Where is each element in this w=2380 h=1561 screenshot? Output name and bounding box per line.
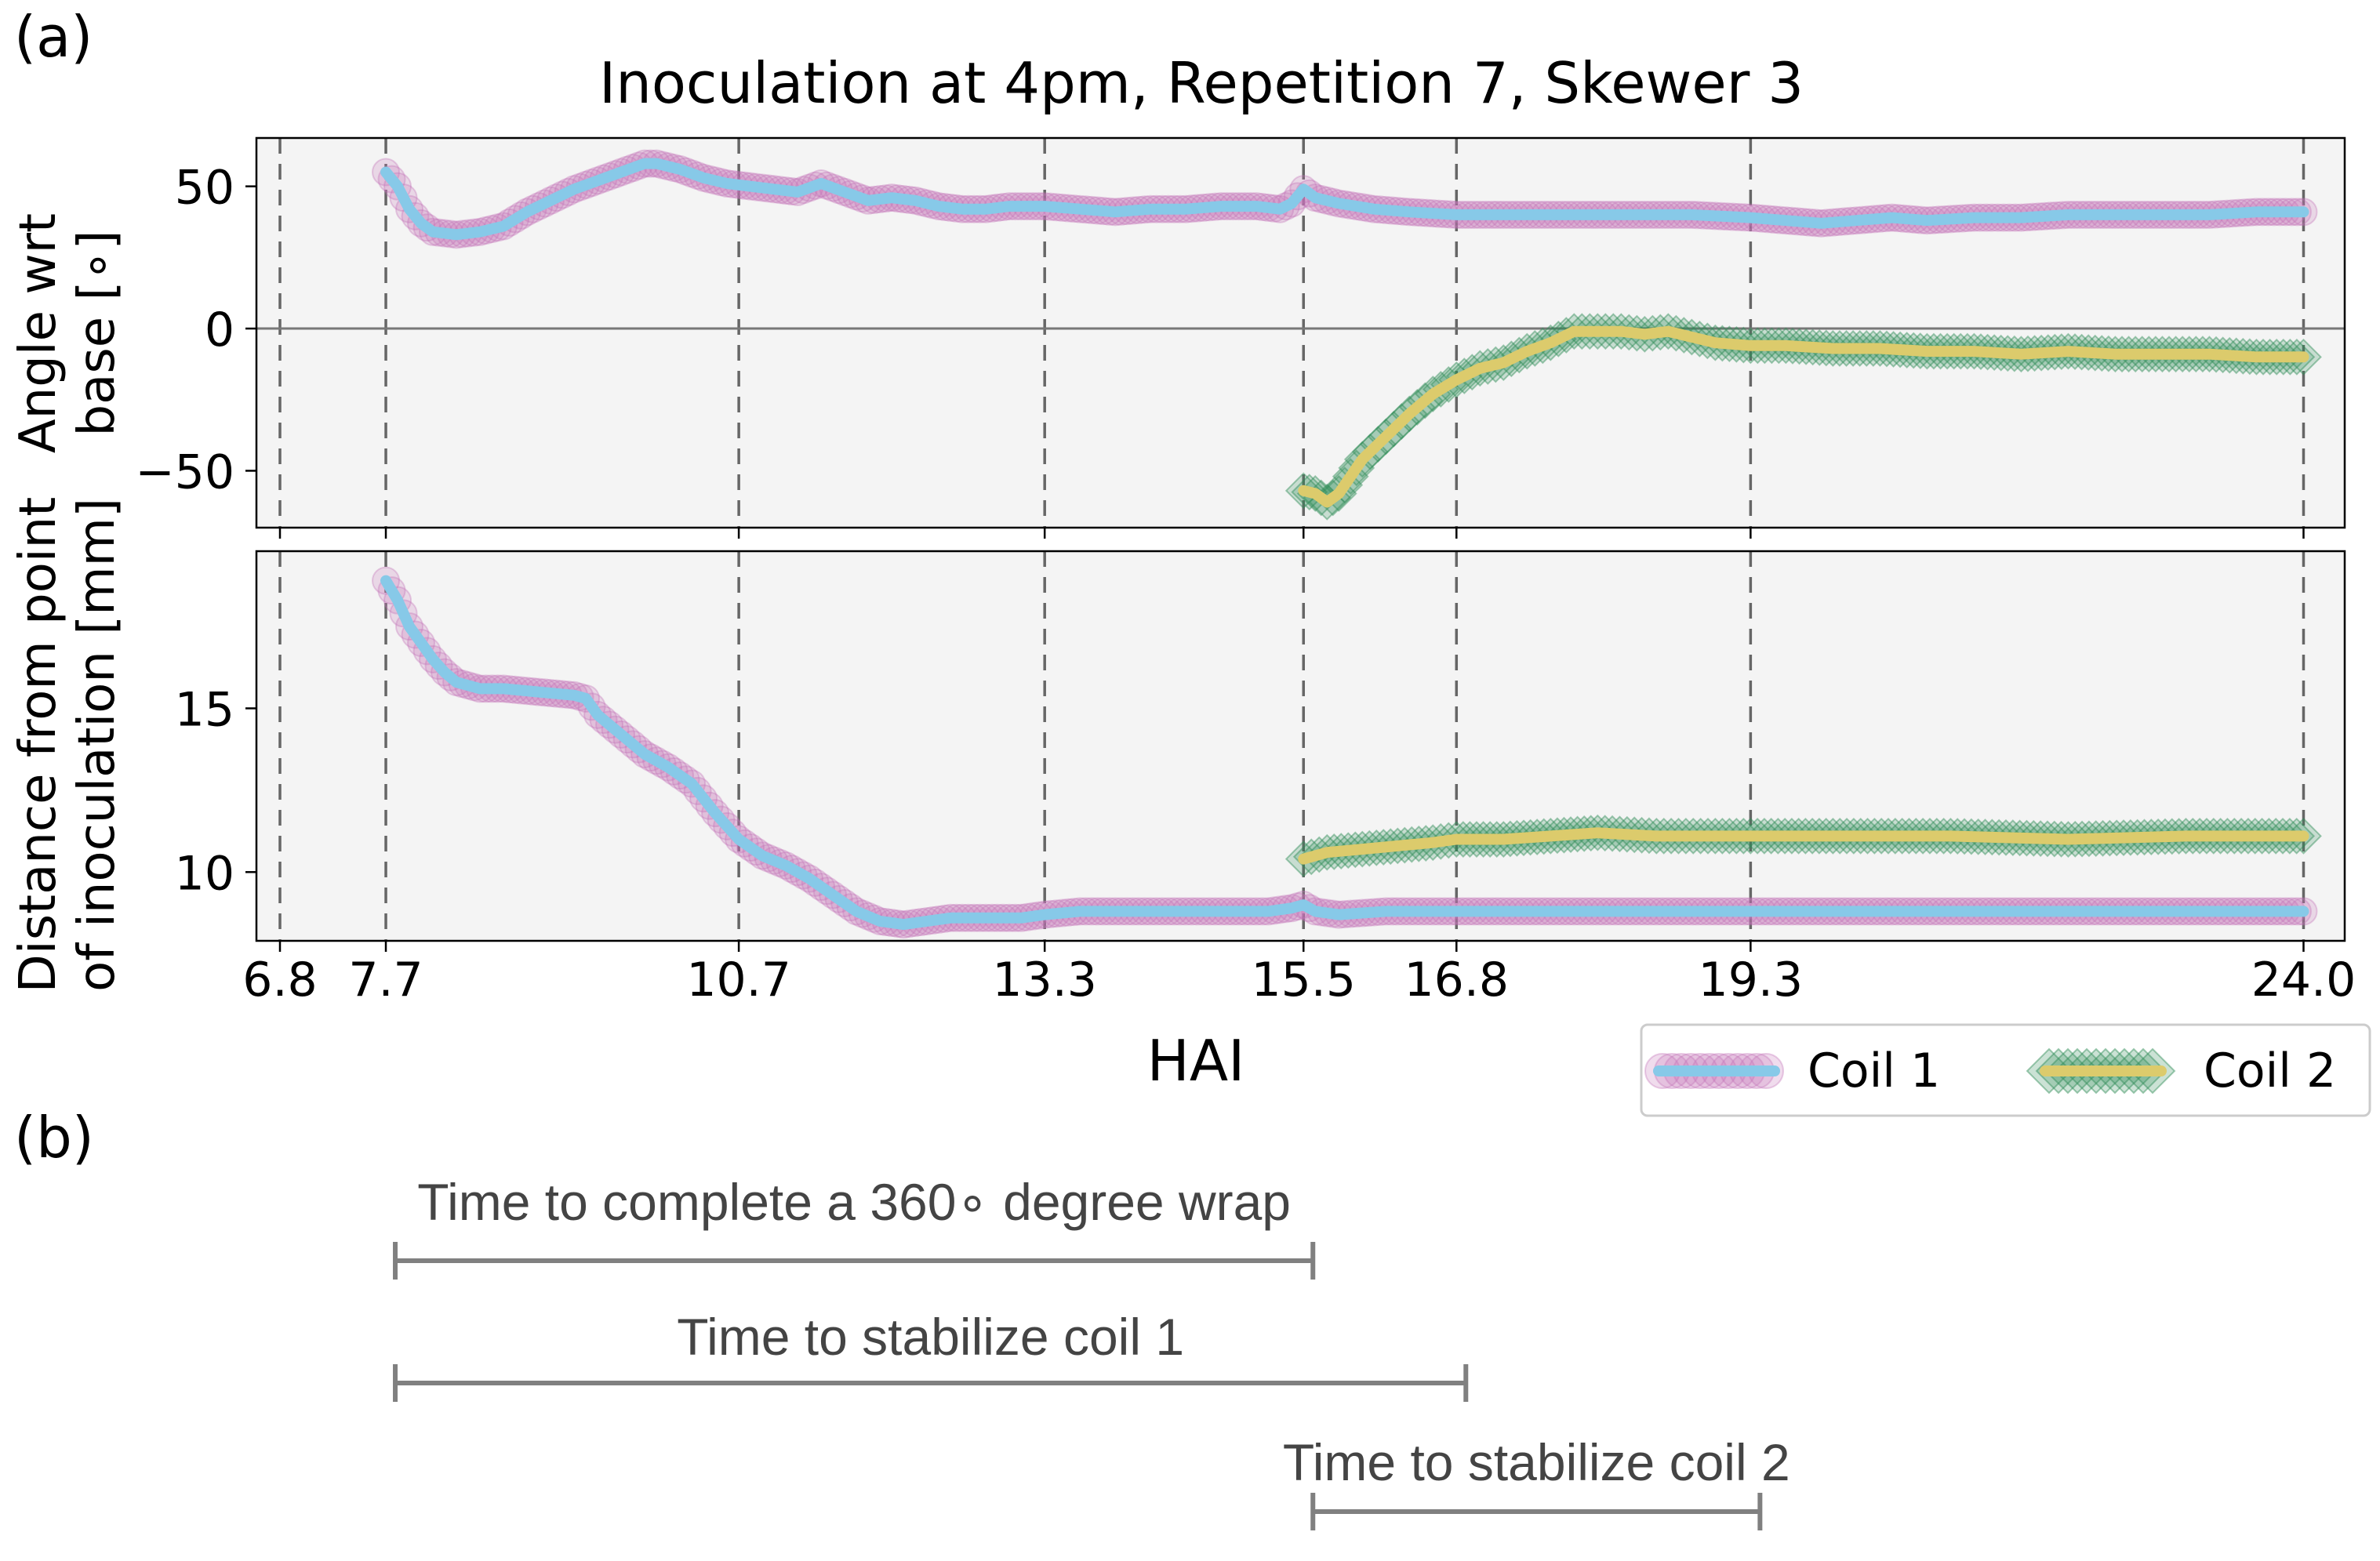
y-tick-label: 10 bbox=[175, 846, 234, 901]
interval-3: Time to stabilize coil 2 bbox=[1283, 1433, 1790, 1530]
interval-2: Time to stabilize coil 1 bbox=[393, 1308, 1469, 1402]
interval-label: Time to stabilize coil 2 bbox=[1283, 1433, 1790, 1491]
top-axes-background bbox=[256, 138, 2345, 528]
chart-title: Inoculation at 4pm, Repetition 7, Skewer… bbox=[599, 50, 1804, 116]
x-tick-label: 10.7 bbox=[686, 953, 791, 1007]
x-tick-label: 7.7 bbox=[348, 953, 423, 1007]
interval-1: Time to complete a 360∘ degree wrap bbox=[393, 1173, 1316, 1280]
top-ylabel-line1: Angle wrt bbox=[9, 213, 67, 453]
x-tick-label: 13.3 bbox=[992, 953, 1097, 1007]
y-tick-label: 15 bbox=[175, 682, 234, 737]
x-axis-label: HAI bbox=[1147, 1028, 1245, 1094]
top-plot-area bbox=[372, 149, 2322, 521]
legend-box bbox=[1640, 1023, 2371, 1117]
x-tick-label: 19.3 bbox=[1699, 953, 1804, 1007]
x-tick-label: 6.8 bbox=[242, 953, 317, 1007]
legend-entry-coil2: Coil 2 bbox=[2026, 1044, 2336, 1098]
top-axes-frame bbox=[255, 136, 2346, 529]
bottom-plot-area bbox=[372, 566, 2322, 939]
top-y-ticks: 50 0 −50 bbox=[135, 161, 256, 499]
bottom-ylabel-line2: of inoculation [mm] bbox=[68, 498, 126, 992]
panel-label-a: (a) bbox=[14, 4, 93, 70]
timeline-intervals: Time to complete a 360∘ degree wrap Time … bbox=[393, 1173, 1790, 1530]
bottom-coil2-line bbox=[1298, 827, 2309, 865]
x-tick-label: 16.8 bbox=[1404, 953, 1509, 1007]
interval-label: Time to complete a 360∘ degree wrap bbox=[417, 1173, 1291, 1231]
y-tick-label: 0 bbox=[205, 303, 234, 358]
bottom-vertical-lines bbox=[278, 551, 2306, 941]
legend-coil1-label: Coil 1 bbox=[1808, 1044, 1940, 1098]
bottom-ylabel-line1: Distance from point bbox=[9, 497, 67, 993]
bottom-axes-frame bbox=[255, 550, 2346, 942]
top-x-tick-marks bbox=[278, 528, 2305, 539]
legend: Coil 1 Coil 2 bbox=[1640, 1023, 2371, 1117]
bottom-axes-background bbox=[256, 551, 2345, 941]
top-ylabel-line2: base [∘] bbox=[68, 231, 126, 437]
interval-label: Time to stabilize coil 1 bbox=[677, 1308, 1184, 1366]
y-tick-label: −50 bbox=[135, 445, 234, 499]
top-coil2-line bbox=[1298, 325, 2309, 508]
top-coil1-line bbox=[380, 158, 2309, 241]
panel-label-b: (b) bbox=[14, 1105, 94, 1171]
x-tick-label: 24.0 bbox=[2251, 953, 2356, 1007]
legend-coil2-label: Coil 2 bbox=[2204, 1044, 2336, 1098]
bottom-x-ticks: 6.8 7.7 10.7 13.3 15.5 16.8 19.3 24.0 bbox=[242, 941, 2356, 1007]
legend-entry-coil1: Coil 1 bbox=[1644, 1044, 1940, 1098]
bottom-coil1-line bbox=[380, 575, 2309, 931]
x-tick-label: 15.5 bbox=[1251, 953, 1356, 1007]
y-tick-label: 50 bbox=[175, 161, 234, 216]
